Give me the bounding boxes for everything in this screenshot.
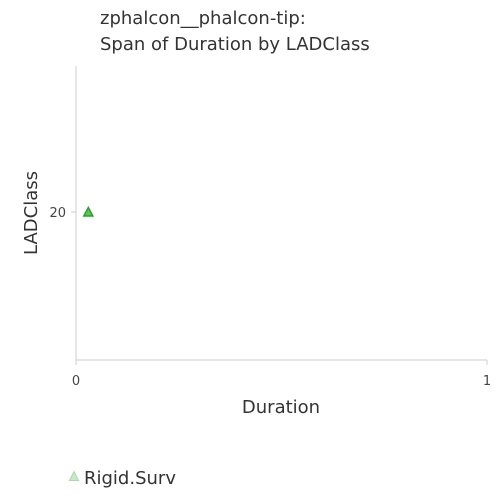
x-tick-label: 1 xyxy=(483,374,491,389)
y-axis-title: LADClass xyxy=(21,171,42,255)
data-points xyxy=(82,205,95,217)
x-tick-label: 0 xyxy=(72,374,80,389)
chart-title-line-1: zphalcon__phalcon-tip: xyxy=(100,8,306,29)
legend-marker-rigid-surv xyxy=(68,470,80,481)
legend-label-rigid-surv: Rigid.Surv xyxy=(84,468,176,489)
y-axis-ticks: 20 xyxy=(49,206,76,221)
x-axis-title: Duration xyxy=(242,397,320,418)
chart-title: zphalcon__phalcon-tip: Span of Duration … xyxy=(100,8,370,55)
legend: Rigid.Surv xyxy=(68,468,176,489)
y-tick-label: 20 xyxy=(49,206,66,221)
chart-title-line-2: Span of Duration by LADClass xyxy=(100,34,370,55)
data-point-rigid-surv[interactable] xyxy=(82,205,95,217)
